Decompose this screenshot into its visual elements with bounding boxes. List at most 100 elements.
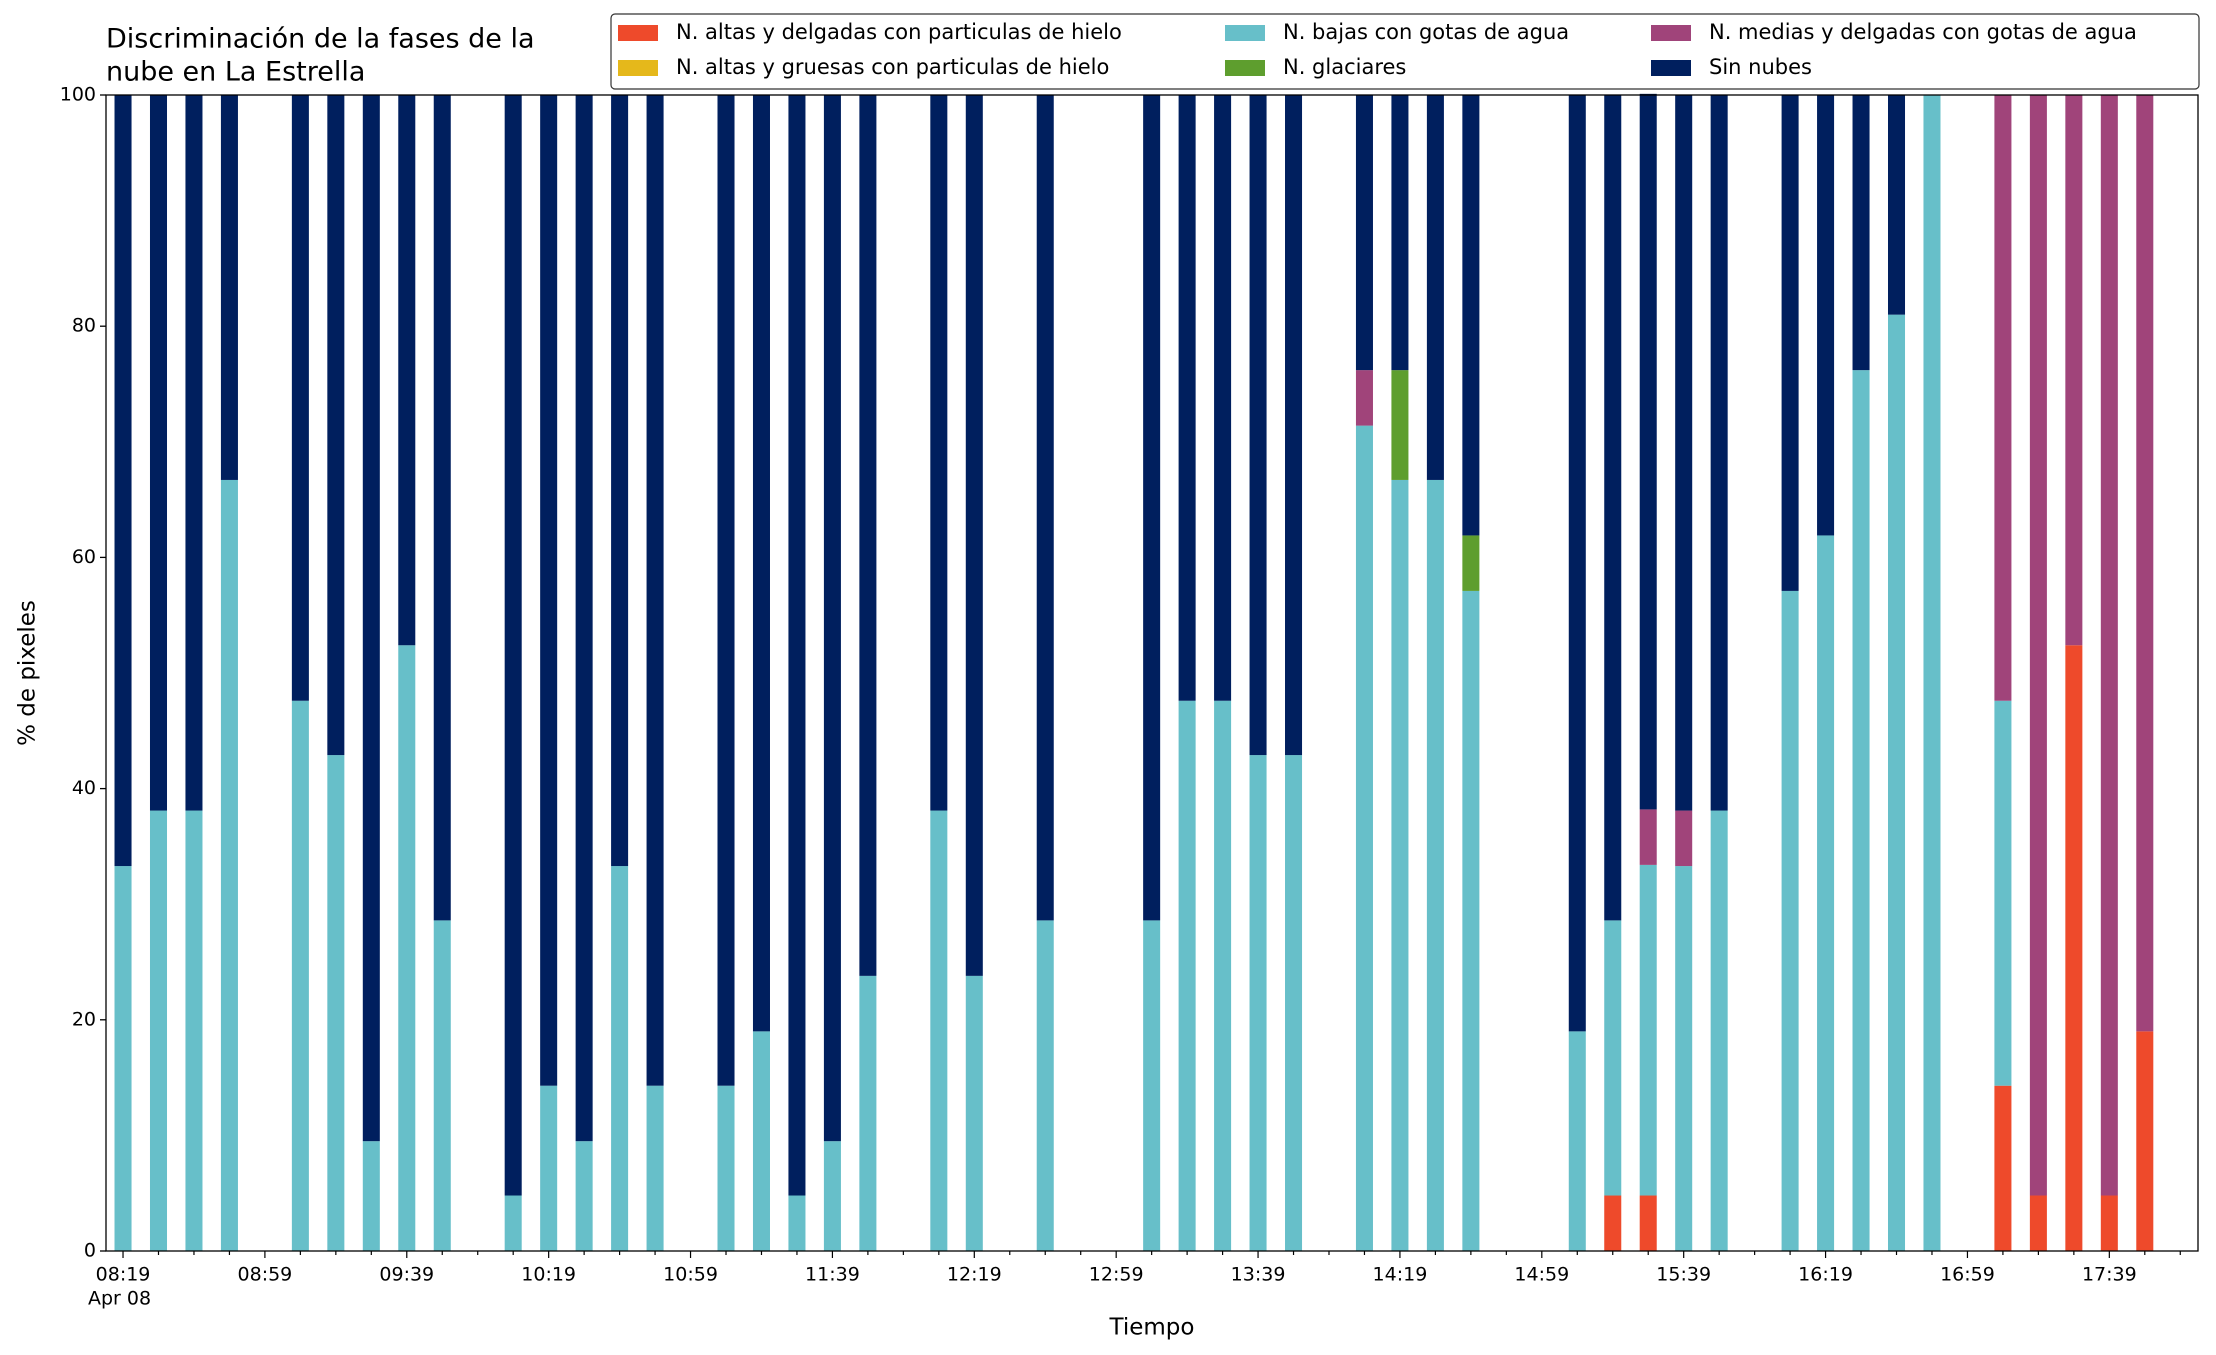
bar-segment	[1426, 95, 1444, 480]
bar-segment	[1604, 1195, 1622, 1251]
bar-segment	[1994, 700, 2012, 1086]
bar-segment	[1391, 95, 1409, 371]
bar-segment	[1639, 1195, 1657, 1251]
bar-segment	[291, 700, 309, 1251]
legend-label: Sin nubes	[1709, 55, 1812, 79]
bar-segment	[1285, 755, 1303, 1251]
bar-segment	[433, 95, 451, 921]
bar-segment	[575, 1141, 593, 1251]
bar-segment	[1143, 95, 1161, 921]
bar-segment	[2065, 95, 2083, 646]
bar-segment	[1036, 920, 1054, 1251]
bar-segment	[1887, 314, 1906, 1251]
bar-segment	[1178, 95, 1196, 701]
bar-segment	[823, 95, 841, 1142]
bar-segment	[1036, 95, 1054, 921]
bar-segment	[1568, 95, 1586, 1032]
bar-segment	[611, 95, 629, 867]
bar-segment	[504, 95, 522, 1196]
plot-frame	[105, 94, 2199, 1252]
bar-segment	[965, 95, 983, 976]
bar-segment	[2100, 1195, 2118, 1251]
bar-segment	[433, 920, 451, 1251]
bar-segment	[398, 95, 416, 646]
bar-segment	[114, 95, 132, 867]
x-tick-label: 08:59	[238, 1264, 293, 1286]
bar-segment	[1249, 755, 1267, 1251]
bar-segment	[1391, 479, 1409, 1251]
bar-segment	[2029, 95, 2047, 1196]
y-tick-label: 100	[60, 84, 96, 106]
x-tick-label: 17:39	[2082, 1264, 2137, 1286]
bar-segment	[965, 975, 983, 1251]
x-tick-label: 12:19	[947, 1264, 1002, 1286]
bar-segment	[1462, 95, 1480, 536]
x-tick-label: 13:39	[1231, 1264, 1286, 1286]
legend-label: N. glaciares	[1283, 55, 1406, 79]
bar-segment	[1781, 590, 1799, 1251]
y-tick-label: 20	[72, 1008, 96, 1030]
bar-segment	[540, 95, 558, 1086]
x-tick-label: 14:59	[1514, 1264, 1569, 1286]
bar-segment	[1391, 370, 1409, 480]
bar-segment	[930, 95, 948, 811]
bar-segment	[1710, 810, 1728, 1251]
bar-segment	[1852, 95, 1870, 371]
bar-segment	[1249, 95, 1267, 756]
bar-segment	[398, 645, 416, 1251]
bar-segment	[1604, 920, 1622, 1196]
bar-segment	[1178, 700, 1196, 1251]
bar-segment	[646, 95, 664, 1086]
bar-segment	[1462, 590, 1480, 1251]
bar-segment	[1994, 1085, 2012, 1251]
bar-segment	[611, 866, 629, 1251]
bar-segment	[823, 1141, 841, 1251]
legend-box	[610, 13, 2200, 90]
bar-segment	[1214, 95, 1232, 701]
bar-segment	[752, 95, 770, 1032]
bar-segment	[1923, 95, 1941, 1251]
legend-label: N. altas y delgadas con particulas de hi…	[676, 20, 1122, 44]
bar-segment	[114, 866, 132, 1251]
bar-segment	[504, 1195, 522, 1251]
bar-segment	[1568, 1031, 1586, 1251]
bar-segment	[149, 810, 168, 1251]
x-tick-label: 16:19	[1798, 1264, 1853, 1286]
bar-segment	[1817, 95, 1835, 536]
bar-segment	[2065, 645, 2083, 1251]
bar-segment	[1143, 920, 1161, 1251]
bar-segment	[1852, 370, 1870, 1251]
bar-segment	[291, 95, 309, 701]
bar-segment	[149, 95, 168, 811]
bar-segment	[1355, 95, 1373, 371]
bar-segment	[646, 1085, 664, 1251]
bar-segment	[1426, 479, 1444, 1251]
bar-segment	[1355, 425, 1373, 1252]
bar-segment	[1781, 95, 1799, 591]
x-tick-label: 12:59	[1089, 1264, 1144, 1286]
bar-segment	[575, 95, 593, 1142]
bar-segment	[1710, 95, 1728, 811]
bar-segment	[1214, 700, 1232, 1251]
chart-title: Discriminación de la fases de la	[106, 24, 535, 55]
bar-segment	[1639, 93, 1657, 810]
bar-segment	[540, 1085, 558, 1251]
y-tick-label: 60	[72, 546, 96, 568]
bar-segment	[362, 1141, 380, 1251]
legend-swatch	[618, 60, 658, 76]
bar-segment	[185, 95, 203, 811]
bar-segment	[930, 810, 948, 1251]
legend-swatch	[1651, 60, 1691, 76]
bar-segment	[2100, 95, 2118, 1196]
x-tick-label: 16:59	[1940, 1264, 1995, 1286]
legend-swatch	[1225, 60, 1265, 76]
x-tick-label: 10:59	[663, 1264, 718, 1286]
x-sublabel: Apr 08	[88, 1288, 151, 1310]
legend-swatch	[1651, 25, 1691, 41]
bar-segment	[752, 1031, 770, 1251]
bar-segment	[1604, 95, 1622, 921]
bar-segment	[1639, 864, 1657, 1196]
bar-segment	[2136, 1031, 2154, 1251]
x-tick-label: 14:19	[1373, 1264, 1428, 1286]
legend-label: N. medias y delgadas con gotas de agua	[1709, 20, 2137, 44]
